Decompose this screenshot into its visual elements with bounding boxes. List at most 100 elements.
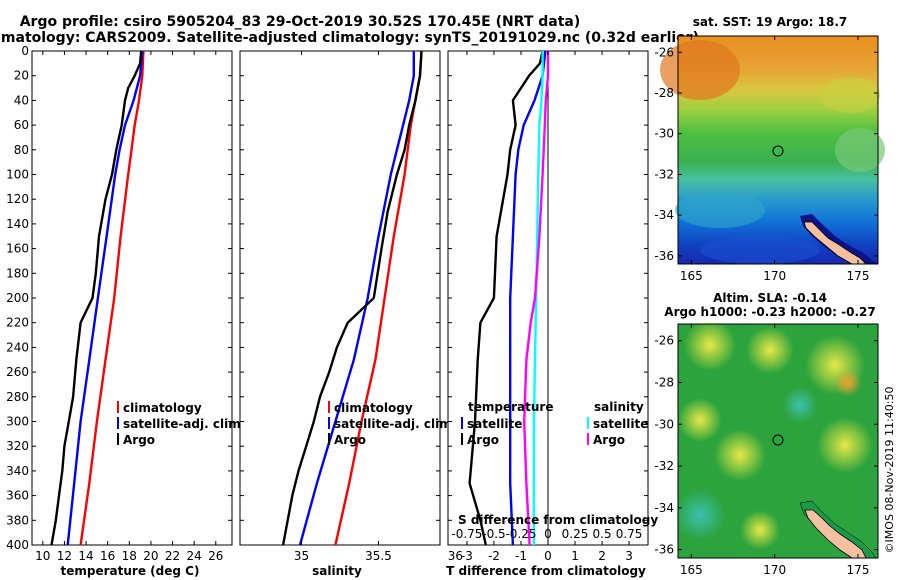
- sst-patch: [835, 128, 885, 172]
- x-tick-label: 35.5: [365, 549, 392, 563]
- legend-label-t-satellite: satellite: [467, 417, 522, 431]
- y-tick-label: 180: [6, 266, 29, 280]
- map-y-tick-label: -30: [654, 417, 674, 431]
- sla-patch: [678, 398, 722, 442]
- x-tick-label: 36: [448, 549, 463, 563]
- salinity-legend: climatology satellite-adj. clim. Argo: [328, 401, 456, 447]
- x-tick-label: 2: [598, 549, 606, 563]
- map-y-tick-label: -26: [654, 45, 674, 59]
- salinity-xlabel: salinity: [312, 564, 362, 578]
- sst-map: sat. SST: 19 Argo: 18.7 -26 -28 -30 -32 -34 -…: [654, 15, 885, 283]
- series-satellite-adj-clim-: [298, 51, 415, 546]
- s-tick-label: -0.75: [451, 527, 482, 541]
- map-y-tick-label: -36: [654, 249, 674, 263]
- temperature-xlabel: temperature (deg C): [61, 564, 200, 578]
- map-x-tick-label: 165: [680, 269, 703, 283]
- series-climatology: [79, 50, 145, 546]
- y-tick-label: 360: [6, 489, 29, 503]
- x-tick-label: 16: [100, 549, 115, 563]
- series-s-argo: [523, 51, 550, 546]
- x-tick-label: 0: [544, 549, 552, 563]
- sst-warm-patch: [660, 40, 740, 100]
- s-tick-label: 0.25: [562, 527, 589, 541]
- map-y-tick-label: -28: [654, 376, 674, 390]
- legend-label-argo: Argo: [334, 433, 366, 447]
- sst-map-frame: [677, 35, 879, 265]
- series-argo: [50, 50, 143, 546]
- x-tick-label: 3: [625, 549, 633, 563]
- x-tick-label: -3: [461, 549, 473, 563]
- x-tick-label: 20: [143, 549, 158, 563]
- legend-label-s-satellite: satellite: [593, 417, 648, 431]
- x-tick-label: 22: [165, 549, 180, 563]
- map-x-tick-label: 170: [763, 563, 786, 577]
- land-new-caledonia: [803, 221, 867, 265]
- temperature-legend: climatology satellite-adj. clim. Argo: [117, 401, 245, 447]
- sla-map-title1: Altim. SLA: -0.14: [713, 291, 827, 305]
- y-tick-label: 160: [6, 242, 29, 256]
- sla-map-title2: Argo h1000: -0.23 h2000: -0.27: [664, 305, 875, 319]
- legend-label-s-argo: Argo: [593, 433, 625, 447]
- y-tick-label: 40: [14, 93, 29, 107]
- temperature-axes-frame: [31, 50, 233, 546]
- x-tick-label: 24: [187, 549, 202, 563]
- sst-patch: [820, 77, 880, 113]
- legend-label-argo: Argo: [123, 433, 155, 447]
- map-y-tick-label: -26: [654, 334, 674, 348]
- map-x-tick-label: 175: [847, 269, 870, 283]
- y-tick-label: 80: [14, 143, 29, 157]
- sla-patch: [684, 319, 736, 371]
- y-tick-label: 240: [6, 340, 29, 354]
- temperature-panel: 0 20 40 60 80 100 120 140 160 180 200 220 240 260 280 3…: [6, 44, 245, 578]
- sla-patch: [746, 326, 794, 374]
- series-s-satellite: [532, 51, 544, 545]
- sla-patch: [834, 369, 862, 397]
- x-tick-label: 26: [208, 549, 223, 563]
- series-t-argo: [468, 50, 544, 546]
- legend-label-climatology: climatology: [334, 401, 413, 415]
- x-tick-label: 35: [294, 549, 309, 563]
- x-tick-label: -2: [488, 549, 500, 563]
- series-t-satellite: [509, 50, 547, 546]
- y-tick-label: 320: [6, 439, 29, 453]
- difference-legend: temperature satellite Argo salinity sate…: [461, 400, 648, 447]
- y-tick-label: 200: [6, 291, 29, 305]
- y-tick-label: 0: [21, 44, 29, 58]
- y-tick-label: 340: [6, 464, 29, 478]
- argo-position-marker: [772, 434, 784, 446]
- y-tick-label: 100: [6, 168, 29, 182]
- series-argo: [281, 50, 423, 546]
- s-tick-label: 0: [544, 527, 552, 541]
- argo-position-marker: [772, 145, 784, 157]
- y-tick-label: 300: [6, 415, 29, 429]
- y-tick-label: 120: [6, 192, 29, 206]
- land-new-caledonia: [804, 509, 867, 559]
- figure-title-line1: Argo profile: csiro 5905204_83 29-Oct-20…: [20, 14, 581, 30]
- y-tick-label: 20: [14, 69, 29, 83]
- map-y-tick-label: -32: [654, 459, 674, 473]
- y-tick-label: 60: [14, 118, 29, 132]
- x-tick-label: -1: [515, 549, 527, 563]
- salinity-panel: 35 35.5 36 salinity climatology satellite-…: [239, 50, 463, 578]
- y-tick-label: 280: [6, 390, 29, 404]
- sst-map-title: sat. SST: 19 Argo: 18.7: [693, 15, 847, 29]
- sst-patch: [700, 236, 820, 264]
- legend-label-satellite: satellite-adj. clim.: [123, 417, 245, 431]
- y-tick-label: 260: [6, 365, 29, 379]
- sst-coastal-patch: [800, 214, 878, 264]
- s-tick-label: -0.5: [482, 527, 505, 541]
- map-x-tick-label: 165: [680, 563, 703, 577]
- s-tick-label: -0.25: [505, 527, 536, 541]
- sla-patch: [817, 417, 873, 473]
- x-tick-label: 1: [571, 549, 579, 563]
- s-tick-label: 0.75: [616, 527, 643, 541]
- legend-label-climatology: climatology: [123, 401, 202, 415]
- legend-label-t-argo: Argo: [467, 433, 499, 447]
- sla-patch: [740, 510, 780, 550]
- sla-patch: [782, 387, 818, 423]
- legend-label-satellite: satellite-adj. clim.: [334, 417, 456, 431]
- figure-title-line2: Climatology: CARS2009. Satellite-adjuste…: [0, 30, 699, 46]
- y-tick-label: 220: [6, 316, 29, 330]
- map-x-tick-label: 170: [763, 269, 786, 283]
